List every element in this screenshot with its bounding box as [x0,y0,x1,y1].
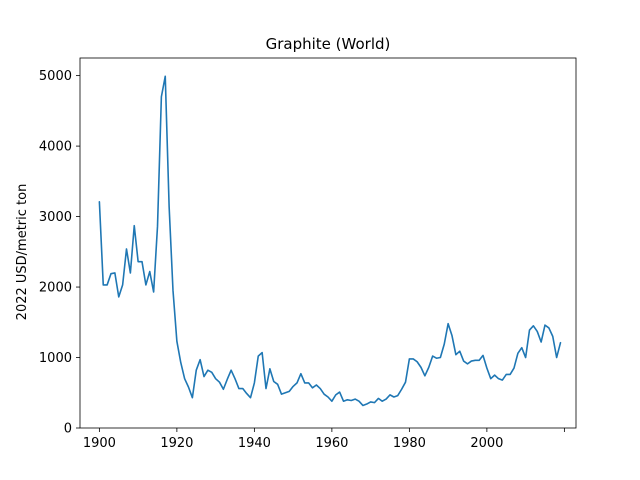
x-tick-label: 1920 [160,436,193,451]
y-axis-label: 2022 USD/metric ton [15,184,30,321]
x-tick-label: 1980 [393,436,426,451]
x-tick-label: 1940 [238,436,271,451]
y-axis: 0 1000 2000 3000 4000 5000 [39,69,80,437]
y-tick-label: 3000 [39,210,72,225]
x-tick-label: 2000 [470,436,503,451]
plot-frame [79,57,577,429]
series-line [98,75,562,407]
y-tick-label: 0 [64,422,72,437]
y-tick-label: 2000 [39,281,72,296]
x-axis: 1900 1920 1940 1960 1980 2000 [83,428,565,451]
y-tick-label: 5000 [39,69,72,84]
x-tick-label: 1960 [315,436,348,451]
chart-title: Graphite (World) [266,35,391,53]
y-tick-label: 4000 [39,140,72,155]
plot-area [98,75,562,407]
y-tick-label: 1000 [39,351,72,366]
x-tick-label: 1900 [83,436,116,451]
